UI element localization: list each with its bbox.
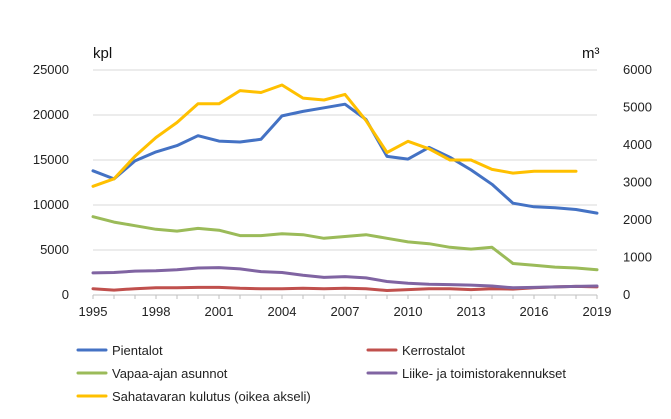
x-tick-2001: 2001 — [205, 304, 234, 319]
y-left-tick-25000: 25000 — [33, 62, 69, 77]
x-tick-2010: 2010 — [394, 304, 423, 319]
y-left-tick-0: 0 — [62, 287, 69, 302]
y-right-tick-6000: 6000 — [623, 62, 652, 77]
y-right-tick-4000: 4000 — [623, 137, 652, 152]
gridlines — [93, 69, 597, 251]
legend-label-pientalot: Pientalot — [112, 343, 163, 358]
x-tick-2016: 2016 — [520, 304, 549, 319]
series-line-pientalot — [91, 102, 599, 215]
series-line-sahatavaran-kulutus-oikea-akseli — [91, 83, 578, 188]
x-tick-2004: 2004 — [268, 304, 297, 319]
legend-label-sahatavaran-kulutus-oikea-akseli: Sahatavaran kulutus (oikea akseli) — [112, 389, 311, 404]
y-left-tick-10000: 10000 — [33, 197, 69, 212]
series-line-liike-ja-toimistorakennukset — [91, 266, 599, 290]
y-left-tick-5000: 5000 — [40, 242, 69, 257]
x-tick-2019: 2019 — [583, 304, 612, 319]
x-tick-1998: 1998 — [142, 304, 171, 319]
tick-labels: 0 5000 10000 15000 20000 25000 0 1000 2000 3000 40… — [33, 62, 652, 319]
legend-label-kerrostalot: Kerrostalot — [402, 343, 465, 358]
y-right-tick-1000: 1000 — [623, 250, 652, 265]
series-lines — [91, 83, 599, 292]
legend: Pientalot Kerrostalot Vapaa-ajan asunnot Li… — [76, 343, 566, 404]
legend-label-vapaa-ajan-asunnot: Vapaa-ajan asunnot — [112, 366, 228, 381]
y-right-tick-0: 0 — [623, 287, 630, 302]
y-right-tick-2000: 2000 — [623, 212, 652, 227]
series-line-vapaa-ajan-asunnot — [91, 215, 599, 272]
y-left-tick-15000: 15000 — [33, 152, 69, 167]
y-right-tick-3000: 3000 — [623, 175, 652, 190]
y-right-tick-5000: 5000 — [623, 100, 652, 115]
axes — [92, 294, 598, 299]
left-axis-unit-label: kpl — [93, 45, 112, 62]
x-tick-1995: 1995 — [79, 304, 108, 319]
x-tick-2013: 2013 — [457, 304, 486, 319]
right-axis-unit-label: m³ — [582, 45, 600, 62]
y-left-tick-20000: 20000 — [33, 107, 69, 122]
legend-label-liike-ja-toimistorakennukset: Liike- ja toimistorakennukset — [402, 366, 566, 381]
x-tick-2007: 2007 — [331, 304, 360, 319]
